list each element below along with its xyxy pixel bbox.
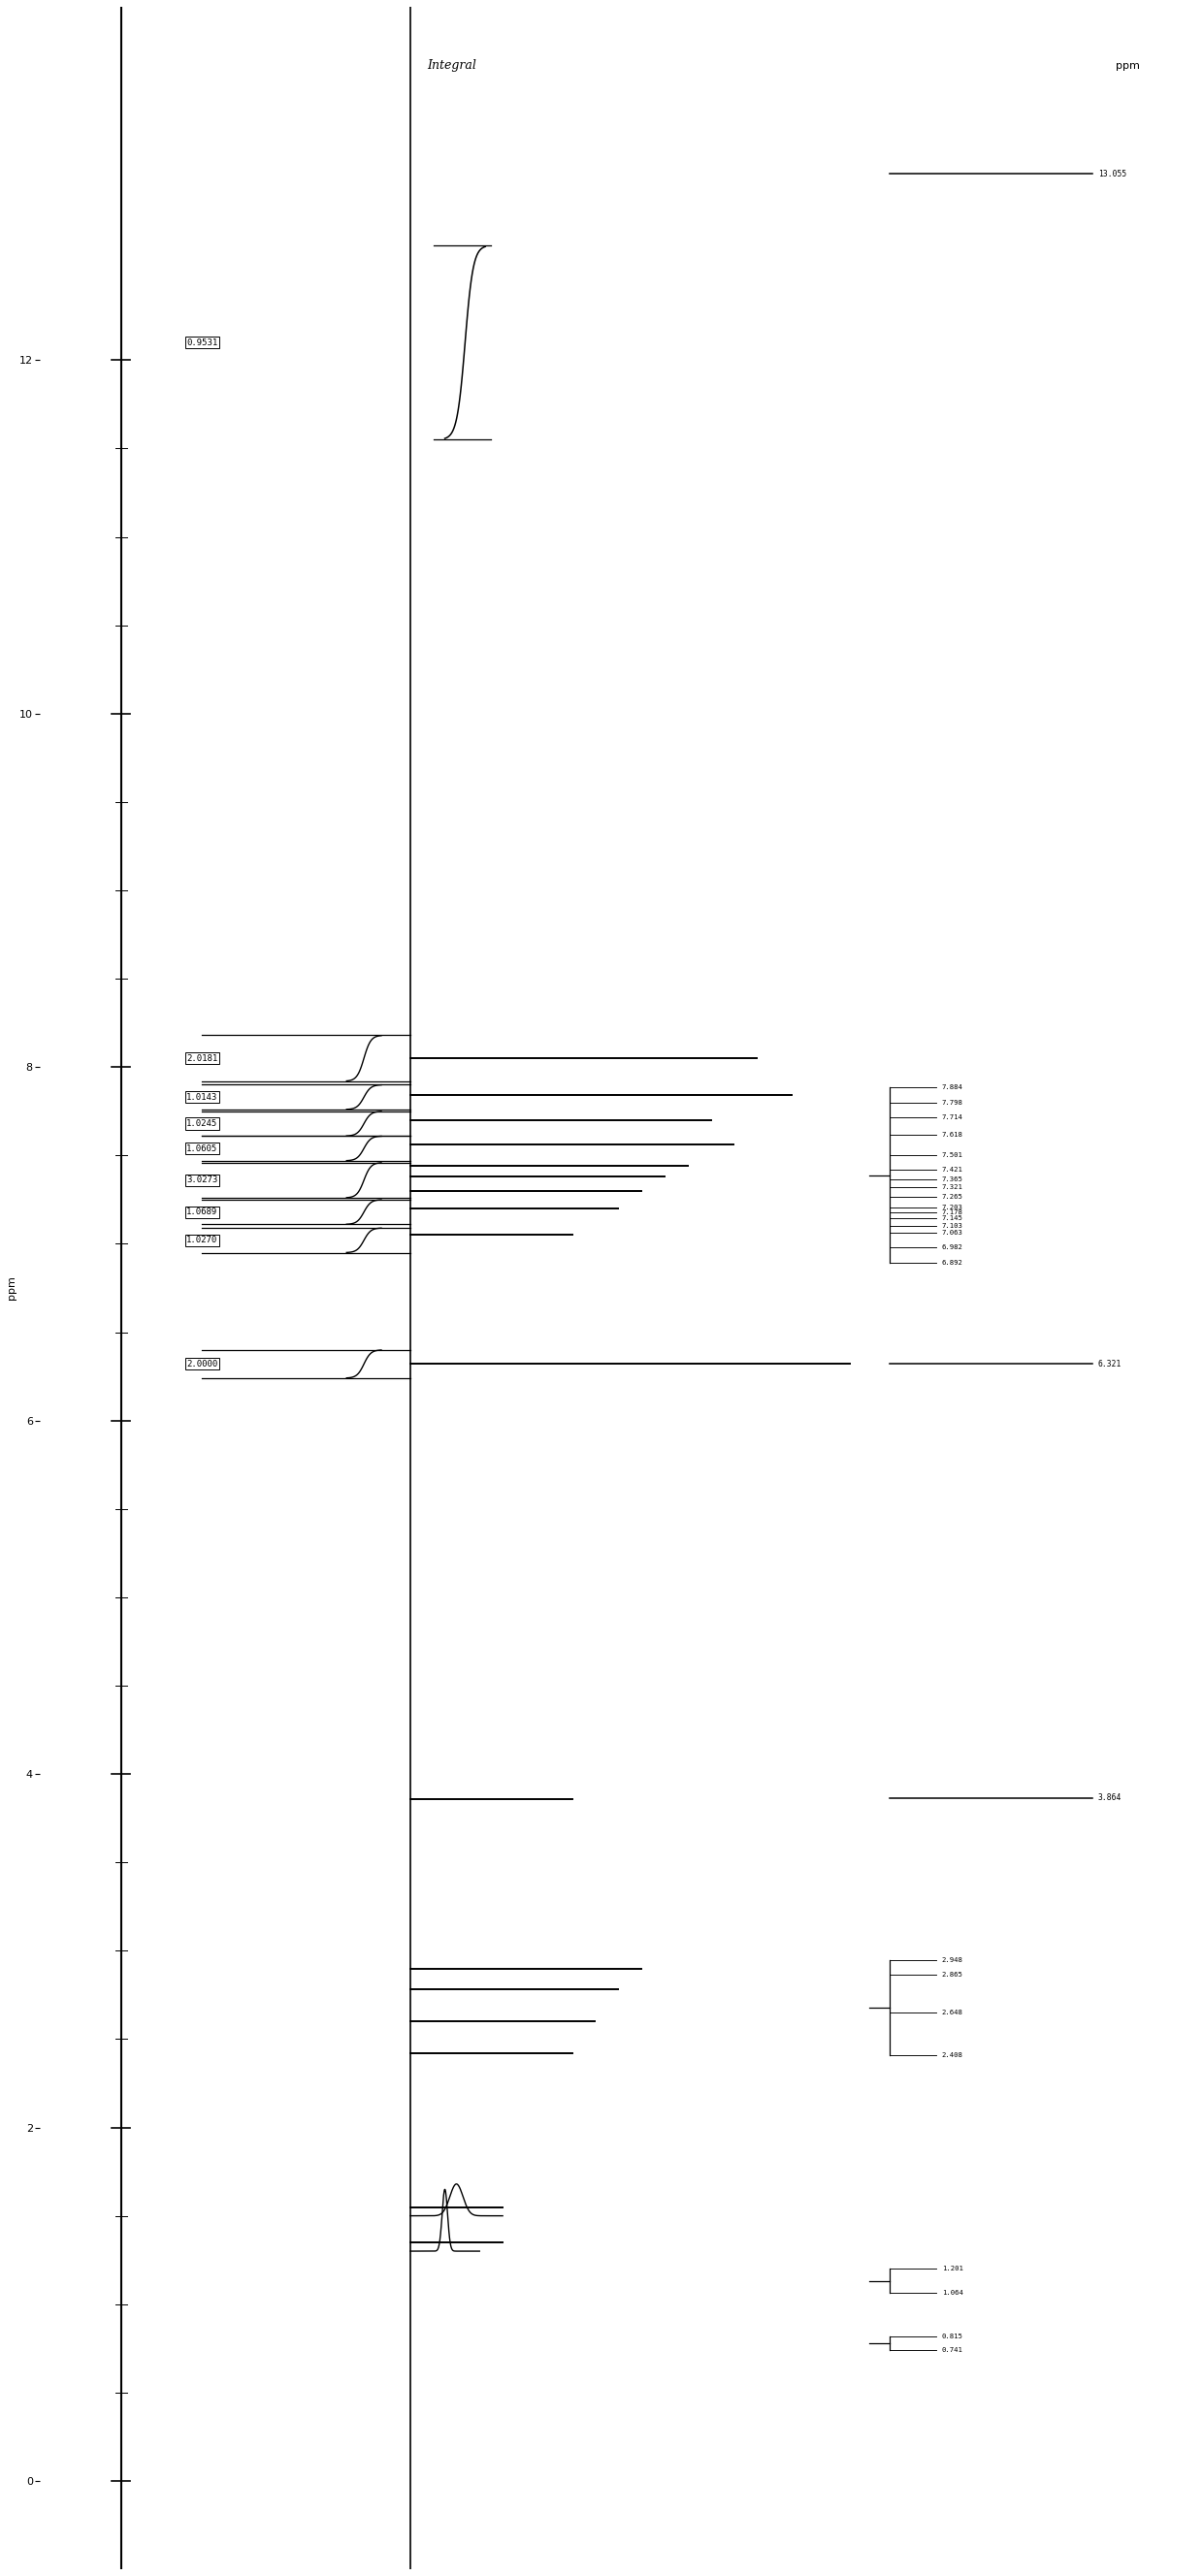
Text: 7.178: 7.178 — [942, 1211, 964, 1216]
Text: 1.0689: 1.0689 — [186, 1208, 218, 1216]
Text: 1.064: 1.064 — [942, 2290, 964, 2295]
Text: 7.884: 7.884 — [942, 1084, 964, 1090]
Text: Integral: Integral — [427, 59, 476, 72]
Text: 0.741: 0.741 — [942, 2347, 964, 2352]
Text: 6.892: 6.892 — [942, 1260, 964, 1265]
Y-axis label: ppm: ppm — [7, 1275, 17, 1301]
Text: 2.865: 2.865 — [942, 1971, 964, 1978]
Text: 1.0143: 1.0143 — [186, 1092, 218, 1103]
Text: 7.714: 7.714 — [942, 1115, 964, 1121]
Text: 3.0273: 3.0273 — [186, 1175, 218, 1185]
Text: 1.0270: 1.0270 — [186, 1236, 218, 1244]
Text: 13.055: 13.055 — [1098, 170, 1126, 178]
Text: 2.948: 2.948 — [942, 1958, 964, 1963]
Text: 7.063: 7.063 — [942, 1229, 964, 1236]
Text: 1.201: 1.201 — [942, 2267, 964, 2272]
Text: 3.864: 3.864 — [1098, 1793, 1121, 1803]
Text: 7.618: 7.618 — [942, 1131, 964, 1139]
Text: 7.501: 7.501 — [942, 1151, 964, 1159]
Text: 7.421: 7.421 — [942, 1167, 964, 1172]
Text: 6.321: 6.321 — [1098, 1360, 1121, 1368]
Text: ppm: ppm — [1115, 62, 1139, 70]
Text: 7.203: 7.203 — [942, 1206, 964, 1211]
Text: 7.798: 7.798 — [942, 1100, 964, 1105]
Text: 2.0000: 2.0000 — [186, 1360, 218, 1368]
Text: 6.982: 6.982 — [942, 1244, 964, 1249]
Text: 0.815: 0.815 — [942, 2334, 964, 2339]
Text: 1.0605: 1.0605 — [186, 1144, 218, 1151]
Text: 2.648: 2.648 — [942, 2009, 964, 2017]
Text: 7.103: 7.103 — [942, 1224, 964, 1229]
Text: 2.0181: 2.0181 — [186, 1054, 218, 1064]
Text: 7.145: 7.145 — [942, 1216, 964, 1221]
Text: 7.265: 7.265 — [942, 1195, 964, 1200]
Text: 2.408: 2.408 — [942, 2053, 964, 2058]
Text: 7.321: 7.321 — [942, 1185, 964, 1190]
Text: 1.0245: 1.0245 — [186, 1121, 218, 1128]
Text: 0.9531: 0.9531 — [186, 337, 218, 348]
Text: 7.365: 7.365 — [942, 1177, 964, 1182]
